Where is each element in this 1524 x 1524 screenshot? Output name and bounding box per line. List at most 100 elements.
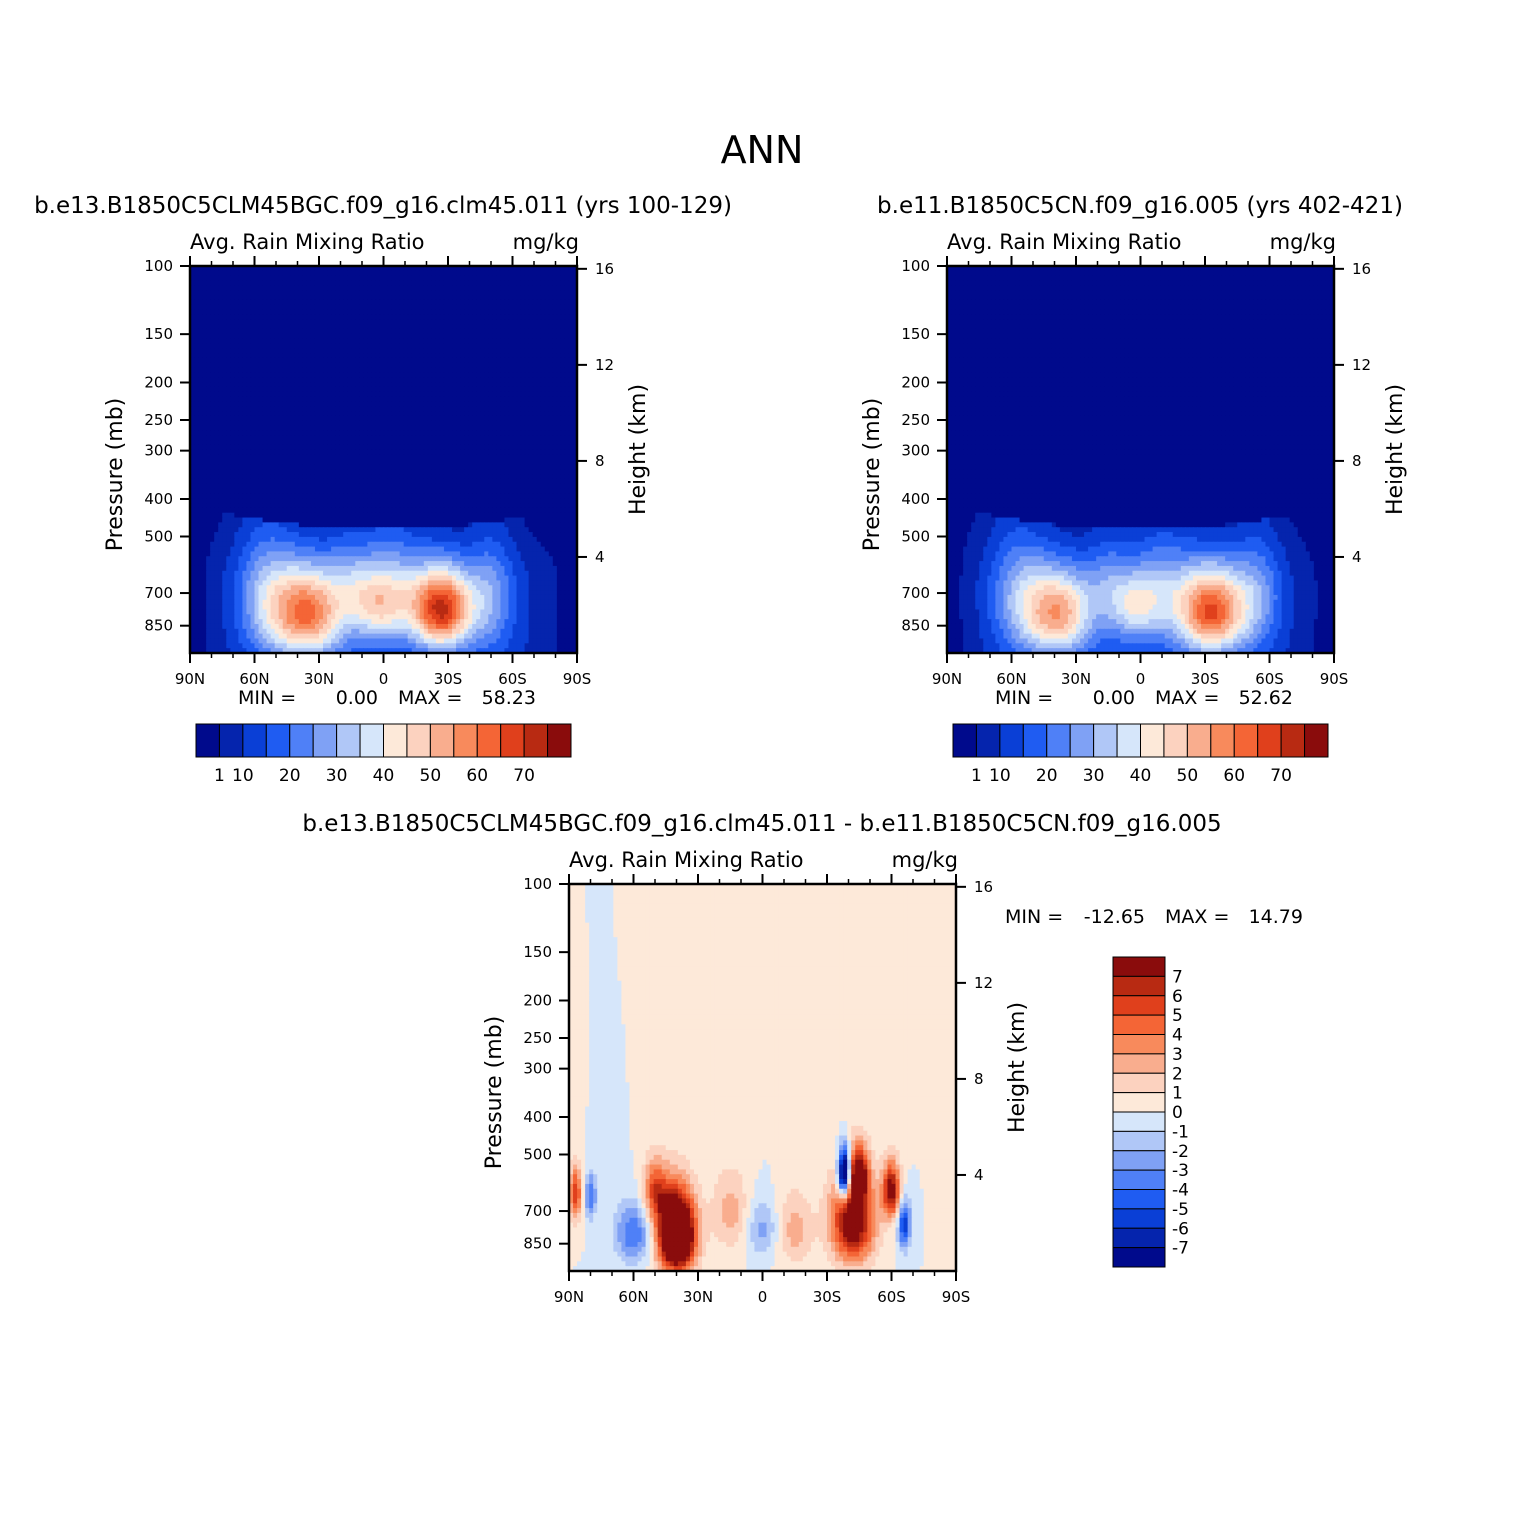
heatmap-cell — [359, 333, 364, 340]
heatmap-cell — [351, 406, 356, 412]
heatmap-cell — [500, 338, 506, 344]
heatmap-cell — [399, 299, 405, 306]
heatmap-cell — [238, 333, 244, 340]
heatmap-cell — [343, 425, 348, 432]
heatmap-cell — [568, 362, 574, 369]
heatmap-cell — [568, 483, 574, 490]
heatmap-cell — [222, 290, 227, 296]
heatmap-cell — [254, 319, 260, 325]
heatmap-cell — [544, 280, 550, 286]
heatmap-cell — [488, 493, 493, 499]
heatmap-cell — [536, 295, 542, 301]
heatmap-cell — [363, 391, 368, 398]
heatmap-cell — [399, 309, 405, 315]
heatmap-cell — [206, 459, 211, 465]
heatmap-cell — [540, 440, 546, 446]
heatmap-cell — [367, 290, 373, 296]
heatmap-cell — [448, 411, 453, 417]
heatmap-cell — [270, 270, 276, 277]
heatmap-cell — [379, 454, 385, 461]
heatmap-cell — [278, 328, 284, 335]
heatmap-cell — [492, 357, 497, 364]
heatmap-cell — [266, 290, 272, 296]
heatmap-cell — [310, 498, 316, 504]
heatmap-cell — [548, 483, 554, 490]
heatmap-cell — [520, 507, 526, 514]
heatmap-cell — [419, 299, 425, 306]
heatmap-cell — [298, 406, 304, 412]
heatmap-cell — [452, 507, 457, 514]
heatmap-cell — [310, 295, 316, 301]
heatmap-cell — [488, 338, 493, 344]
heatmap-cell — [516, 512, 522, 519]
heatmap-cell — [314, 435, 320, 441]
heatmap-cell — [524, 435, 530, 441]
heatmap-cell — [431, 415, 437, 422]
heatmap-cell — [504, 362, 510, 369]
heatmap-cell — [528, 357, 534, 364]
heatmap-cell — [298, 309, 304, 315]
heatmap-cell — [190, 280, 195, 286]
heatmap-cell — [286, 478, 292, 485]
heatmap-cell — [492, 391, 497, 398]
heatmap-cell — [516, 382, 522, 388]
heatmap-cell — [206, 488, 211, 494]
heatmap-cell — [363, 362, 368, 369]
heatmap-cell — [379, 449, 385, 456]
heatmap-cell — [206, 493, 211, 499]
heatmap-cell — [435, 299, 441, 306]
heatmap-cell — [528, 488, 534, 494]
heatmap-cell — [435, 478, 441, 485]
heatmap-cell — [226, 372, 231, 378]
heatmap-cell — [403, 290, 409, 296]
heatmap-cell — [347, 430, 352, 436]
heatmap-cell — [456, 362, 461, 369]
heatmap-cell — [371, 299, 377, 306]
heatmap-cell — [411, 507, 417, 514]
heatmap-cell — [391, 425, 397, 432]
heatmap-cell — [476, 406, 481, 412]
heatmap-cell — [282, 391, 288, 398]
heatmap-cell — [355, 304, 360, 311]
heatmap-cell — [375, 324, 381, 330]
heatmap-cell — [282, 406, 288, 412]
heatmap-cell — [419, 444, 425, 451]
heatmap-cell — [262, 449, 268, 456]
heatmap-cell — [435, 362, 441, 369]
heatmap-cell — [379, 464, 385, 470]
heatmap-cell — [319, 275, 324, 282]
heatmap-cell — [419, 280, 425, 286]
heatmap-cell — [480, 469, 485, 475]
heatmap-cell — [290, 338, 296, 344]
heatmap-cell — [359, 319, 364, 325]
heatmap-cell — [556, 367, 562, 374]
heatmap-cell — [351, 507, 356, 514]
heatmap-cell — [294, 299, 300, 306]
heatmap-cell — [234, 498, 239, 504]
heatmap-cell — [568, 469, 574, 475]
heatmap-cell — [423, 488, 429, 494]
heatmap-cell — [504, 275, 510, 282]
heatmap-cell — [214, 333, 219, 340]
heatmap-cell — [343, 324, 348, 330]
heatmap-cell — [327, 425, 332, 432]
heatmap-cell — [242, 343, 248, 349]
heatmap-cell — [439, 435, 445, 441]
heatmap-cell — [190, 483, 195, 490]
heatmap-cell — [512, 425, 518, 432]
heatmap-cell — [512, 435, 518, 441]
heatmap-cell — [572, 328, 577, 335]
heatmap-cell — [355, 444, 360, 451]
heatmap-cell — [464, 328, 469, 335]
heatmap-cell — [226, 430, 231, 436]
heatmap-cell — [359, 406, 364, 412]
heatmap-cell — [411, 377, 417, 383]
heatmap-cell — [496, 328, 502, 335]
heatmap-cell — [359, 285, 364, 291]
heatmap-cell — [395, 367, 401, 374]
heatmap-cell — [294, 503, 300, 509]
heatmap-cell — [512, 290, 518, 296]
heatmap-cell — [355, 411, 360, 417]
heatmap-cell — [387, 464, 393, 470]
heatmap-cell — [379, 401, 385, 407]
